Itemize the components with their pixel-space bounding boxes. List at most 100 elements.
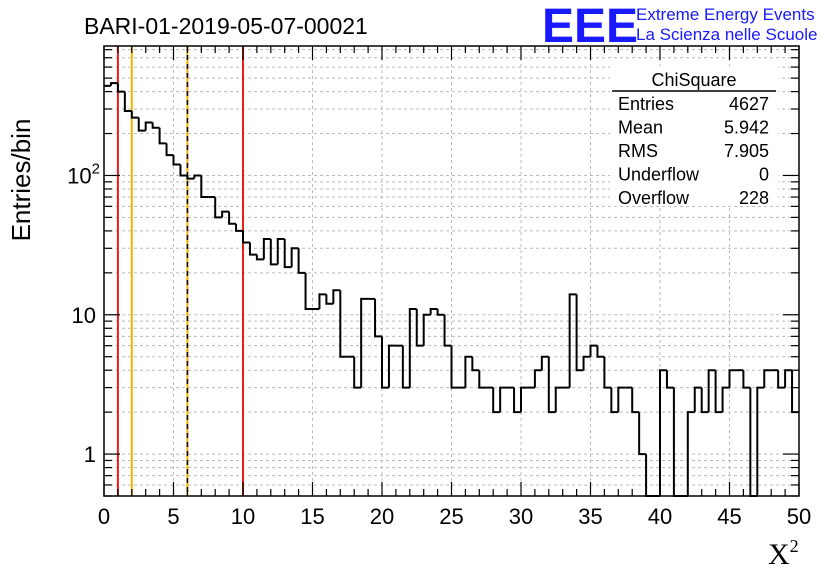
x-tick-label: 25	[439, 504, 463, 529]
histogram-bin	[610, 387, 619, 414]
histogram-bin	[784, 369, 793, 388]
histogram-bin	[228, 211, 237, 225]
stats-background	[610, 66, 778, 206]
histogram-bin	[290, 247, 299, 268]
stats-value-rms: 7.905	[724, 141, 769, 161]
stats-value-underflow: 0	[759, 165, 769, 185]
histogram-bin	[109, 82, 118, 86]
y-tick-label: 10	[72, 303, 96, 328]
stats-value-overflow: 228	[739, 188, 769, 208]
histogram-bin	[214, 197, 223, 219]
x-tick-label: 50	[787, 504, 811, 529]
x-tick-label: 5	[167, 504, 179, 529]
x-axis-label: X2	[768, 536, 799, 571]
histogram-bin	[276, 237, 285, 265]
x-tick-label: 35	[578, 504, 602, 529]
histogram-bin	[408, 308, 417, 388]
histogram-bin	[401, 345, 410, 389]
histogram-bin	[540, 355, 549, 371]
histogram-bin	[304, 272, 313, 311]
histogram-bin	[492, 387, 501, 414]
histogram-bin	[325, 294, 334, 305]
histogram-bin	[137, 117, 146, 132]
histogram-bin	[235, 223, 243, 232]
histogram-bin	[221, 210, 230, 218]
histogram-bin	[144, 121, 153, 131]
histogram-bin	[242, 230, 250, 244]
histogram-bin	[749, 387, 758, 497]
stats-label-mean: Mean	[618, 118, 663, 138]
histogram-bin	[721, 386, 730, 413]
histogram-bin	[554, 386, 563, 413]
stats-label-overflow: Overflow	[618, 188, 690, 208]
stats-label-rms: RMS	[618, 141, 658, 161]
eee-logo: EEE Extreme Energy Events La Scienza nel…	[542, 0, 817, 53]
stats-value-mean: 5.942	[724, 118, 769, 138]
histogram-bin	[269, 238, 278, 266]
x-tick-label: 0	[98, 504, 110, 529]
chart-title: BARI-01-2019-05-07-00021	[84, 13, 368, 39]
histogram-bin	[297, 248, 306, 274]
histogram-bin	[659, 369, 667, 496]
histogram-bin	[262, 237, 271, 260]
histogram-bin	[200, 175, 209, 199]
y-axis-label: Entries/bin	[6, 119, 36, 242]
histogram-bin	[547, 356, 556, 414]
histogram-bin	[123, 91, 132, 113]
histogram-bin	[374, 298, 382, 338]
histogram-bin	[707, 369, 716, 413]
histogram-bin	[499, 386, 508, 413]
y-tick-label: 1	[84, 442, 96, 467]
histogram-bin	[186, 175, 195, 180]
stats-value-entries: 4627	[729, 94, 769, 114]
stats-box: ChiSquare Entries 4627 Mean 5.942 RMS 7.905 Un…	[610, 66, 778, 208]
histogram-bin	[596, 345, 605, 358]
histogram-bin	[520, 386, 528, 413]
histogram-bin	[450, 345, 459, 389]
x-tick-label: 30	[509, 504, 533, 529]
histogram-bin	[471, 356, 480, 372]
x-tick-label: 20	[370, 504, 394, 529]
histogram-bin	[332, 289, 341, 304]
histogram-bin	[179, 164, 188, 177]
histogram-bin	[533, 369, 542, 388]
histogram-bin	[130, 111, 139, 119]
histogram-bin	[617, 386, 626, 413]
histogram-bin	[582, 355, 591, 371]
histogram-bin	[665, 370, 674, 389]
histogram-bin	[686, 411, 695, 496]
histogram-bin	[631, 387, 640, 414]
histogram-bin	[415, 309, 424, 347]
histogram-bin	[422, 313, 431, 346]
logo-mark: EEE	[542, 0, 638, 53]
histogram-bin	[429, 308, 438, 315]
y-tick-label: 102	[67, 160, 100, 188]
histogram-bin	[381, 336, 389, 389]
histogram-bin	[589, 344, 598, 357]
stats-label-entries: Entries	[618, 94, 674, 114]
histogram-bin	[353, 356, 362, 389]
histogram-bin	[248, 242, 257, 256]
histogram-bin	[513, 387, 521, 414]
histogram-bin	[742, 370, 751, 389]
reference-lines	[116, 46, 244, 496]
histogram-bin	[693, 386, 702, 413]
x-ticks: 0 5 10 15 20 25 30 35 40 45 50	[98, 46, 811, 529]
histogram-bin	[791, 370, 799, 414]
histogram-bin	[193, 174, 202, 179]
histogram-bin	[638, 412, 647, 456]
histogram-bin	[728, 369, 737, 388]
y-ticks: 1 10 102	[67, 49, 799, 497]
histogram-bin	[672, 387, 681, 497]
histogram-bin	[756, 386, 765, 496]
histogram-bin	[255, 254, 264, 261]
histogram-bin	[603, 356, 612, 389]
histogram-bin	[165, 143, 174, 157]
x-tick-label: 40	[648, 504, 672, 529]
histogram-bin	[387, 344, 396, 388]
histogram-bin	[700, 387, 709, 414]
logo-line-1: Extreme Energy Events	[636, 5, 815, 24]
histogram-bin	[151, 122, 160, 129]
histogram-bin	[172, 155, 181, 166]
